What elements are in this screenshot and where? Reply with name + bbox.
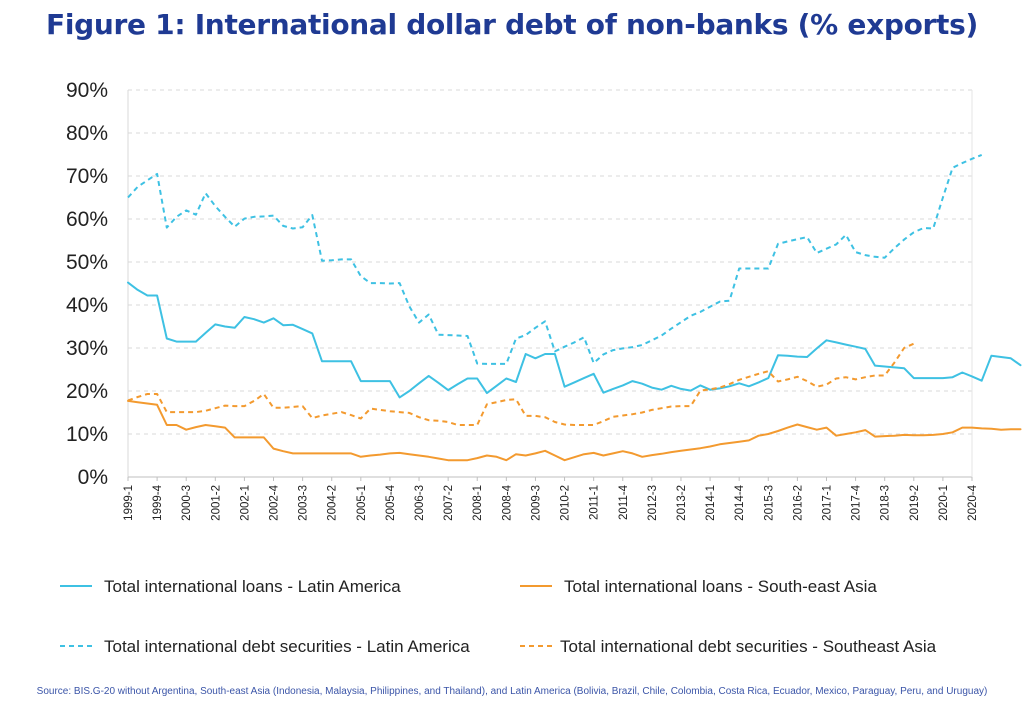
gridlines xyxy=(128,89,972,435)
y-tick-label: 50% xyxy=(66,251,108,274)
x-tick-label: 2017-1 xyxy=(821,485,833,521)
chart-title: Figure 1: International dollar debt of n… xyxy=(46,8,978,41)
series-line-2 xyxy=(127,399,1022,462)
y-tick-label: 20% xyxy=(66,380,108,403)
y-tick-label: 40% xyxy=(66,294,108,317)
x-tick-label: 2008-4 xyxy=(501,484,513,520)
y-tick-label: 70% xyxy=(66,165,108,188)
x-tick-label: 2012-3 xyxy=(647,485,659,521)
x-tick-label: 2006-3 xyxy=(414,485,426,521)
series-line-4 xyxy=(127,342,915,426)
x-tick-label: 1999-4 xyxy=(152,484,164,520)
x-tick-label: 2005-4 xyxy=(385,484,397,520)
series-lines xyxy=(127,153,1022,462)
y-tick-label: 90% xyxy=(66,79,108,102)
x-axis: 1999-1 1999-4 2000-3 2001-2 2002-1 2002-4 2003… xyxy=(123,90,979,521)
x-tick-label: 2011-1 xyxy=(589,485,601,520)
y-tick-label: 80% xyxy=(66,122,108,145)
y-tick-label: 10% xyxy=(66,423,108,446)
x-tick-label: 2020-1 xyxy=(938,485,950,521)
x-tick-label: 2003-3 xyxy=(298,485,310,521)
x-tick-label: 2011-4 xyxy=(618,484,630,520)
source-note: Source: BIS.G-20 without Argentina, Sout… xyxy=(36,686,988,697)
x-tick-label: 2007-2 xyxy=(443,485,455,521)
x-tick-label: 2002-4 xyxy=(269,484,281,520)
x-tick-label: 2018-3 xyxy=(880,485,892,521)
legend-label: Total international debt securities - So… xyxy=(560,637,937,656)
x-tick-label: 1999-1 xyxy=(123,485,135,521)
x-tick-label: 2002-1 xyxy=(239,485,251,521)
x-tick-label: 2013-2 xyxy=(676,485,688,521)
legend-label: Total international loans - Latin Americ… xyxy=(104,577,401,596)
series-line-3 xyxy=(127,153,983,365)
x-tick-label: 2017-4 xyxy=(851,484,863,520)
x-tick-label: 2020-4 xyxy=(967,484,979,520)
legend: Total international loans - Latin Americ… xyxy=(60,577,937,656)
x-tick-label: 2005-1 xyxy=(356,485,368,521)
y-tick-label: 60% xyxy=(66,208,108,231)
x-tick-label: 2016-2 xyxy=(792,485,804,521)
x-tick-label: 2019-2 xyxy=(909,485,921,521)
x-tick-label: 2014-1 xyxy=(705,485,717,521)
x-tick-label: 2009-3 xyxy=(530,485,542,521)
legend-label: Total international debt securities - La… xyxy=(104,637,470,656)
y-tick-label: 30% xyxy=(66,337,108,360)
x-tick-label: 2001-2 xyxy=(210,485,222,521)
x-tick-label: 2000-3 xyxy=(181,485,193,521)
series-line-1 xyxy=(127,281,1022,399)
x-tick-label: 2008-1 xyxy=(472,485,484,521)
x-tick-label: 2010-2 xyxy=(560,485,572,521)
x-tick-label: 2004-2 xyxy=(327,485,339,521)
x-tick-label: 2014-4 xyxy=(734,484,746,520)
x-tick-label: 2015-3 xyxy=(763,485,775,521)
y-tick-label: 0% xyxy=(78,466,108,489)
y-axis: 0% 10% 20% 30% 40% 50% 60% 70% 80% 90% xyxy=(66,79,129,489)
legend-label: Total international loans - South-east A… xyxy=(564,577,877,596)
